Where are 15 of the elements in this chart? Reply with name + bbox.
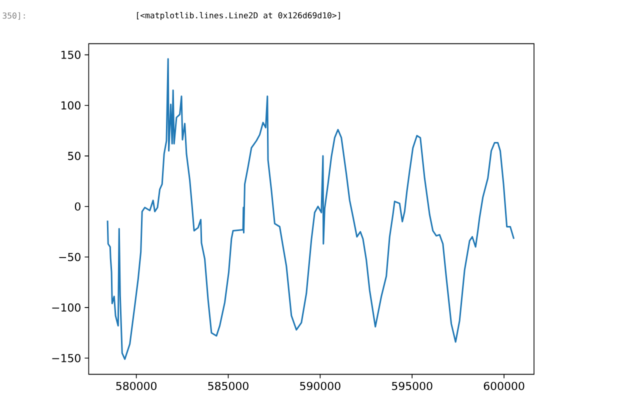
- y-tick-label: −100: [52, 303, 80, 312]
- y-tick-label: 100: [61, 101, 80, 110]
- x-tick-label: 600000: [484, 382, 524, 390]
- x-tick-label: 580000: [116, 382, 156, 390]
- y-tick-label: 50: [68, 152, 80, 160]
- x-tick-label: 590000: [300, 382, 340, 390]
- y-tick-label: −150: [52, 354, 80, 362]
- x-tick-label: 585000: [208, 382, 248, 390]
- y-tick-label: 150: [61, 50, 80, 59]
- x-tick-label: 595000: [392, 382, 432, 390]
- y-tick-label: 0: [74, 202, 80, 211]
- y-tick-label: −50: [59, 252, 80, 262]
- text: [<matplotlib.lines.Line2D at 0x126d69d10>]: [137, 12, 340, 20]
- text: 350]:: [2, 12, 25, 20]
- line-series: [106, 58, 515, 360]
